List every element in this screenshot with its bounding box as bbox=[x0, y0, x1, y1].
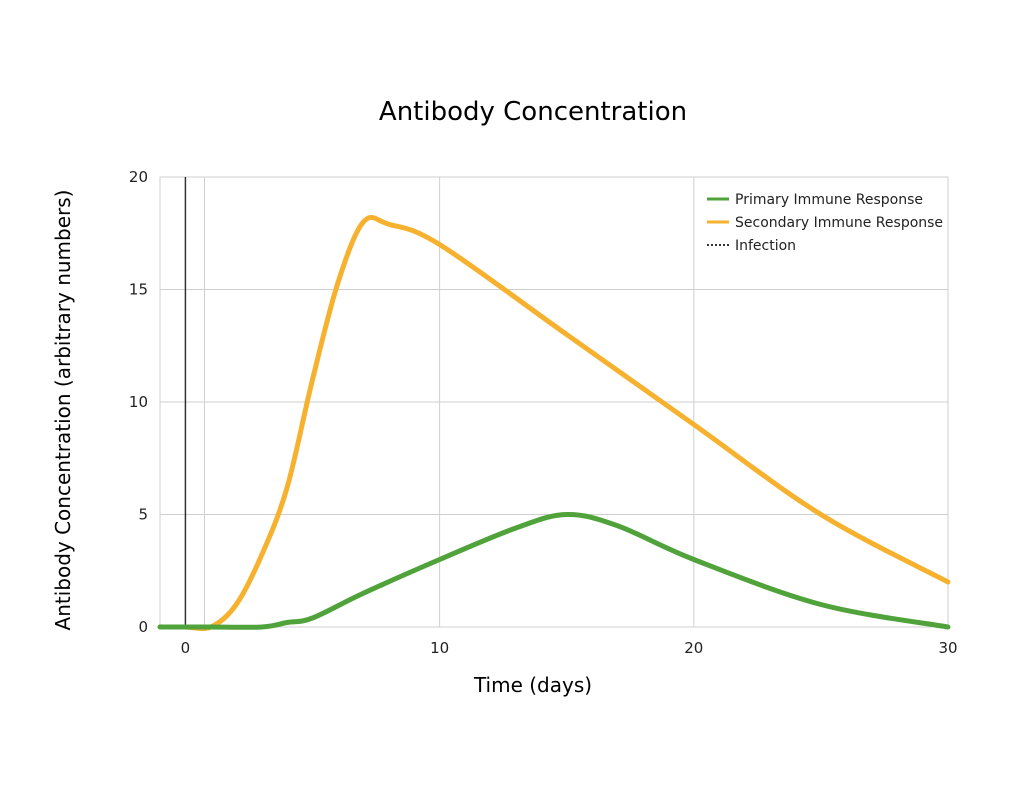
grid-lines bbox=[159, 176, 949, 628]
y-axis-label: Antibody Concentration (arbitrary number… bbox=[51, 190, 75, 631]
y-tick-label: 15 bbox=[129, 281, 148, 299]
y-tick-labels: 0 5 10 15 20 bbox=[129, 168, 148, 636]
primary-response-line bbox=[157, 511, 951, 630]
legend-label: Infection bbox=[735, 238, 796, 254]
x-axis-label: Time (days) bbox=[473, 673, 592, 697]
series-lines bbox=[157, 177, 951, 632]
secondary-response-line bbox=[157, 214, 951, 632]
chart-title: Antibody Concentration bbox=[379, 97, 687, 127]
y-tick-label: 20 bbox=[129, 168, 148, 186]
x-tick-label: 20 bbox=[684, 639, 703, 657]
legend: Primary Immune Response Secondary Immune … bbox=[707, 192, 943, 254]
x-tick-label: 10 bbox=[430, 639, 449, 657]
x-tick-labels: 0 10 20 30 bbox=[181, 639, 958, 657]
legend-label: Secondary Immune Response bbox=[735, 215, 943, 231]
y-tick-label: 10 bbox=[129, 393, 148, 411]
x-tick-label: 30 bbox=[938, 639, 957, 657]
y-tick-label: 0 bbox=[138, 618, 148, 636]
legend-label: Primary Immune Response bbox=[735, 192, 923, 208]
x-tick-label: 0 bbox=[181, 639, 191, 657]
y-tick-label: 5 bbox=[138, 506, 148, 524]
